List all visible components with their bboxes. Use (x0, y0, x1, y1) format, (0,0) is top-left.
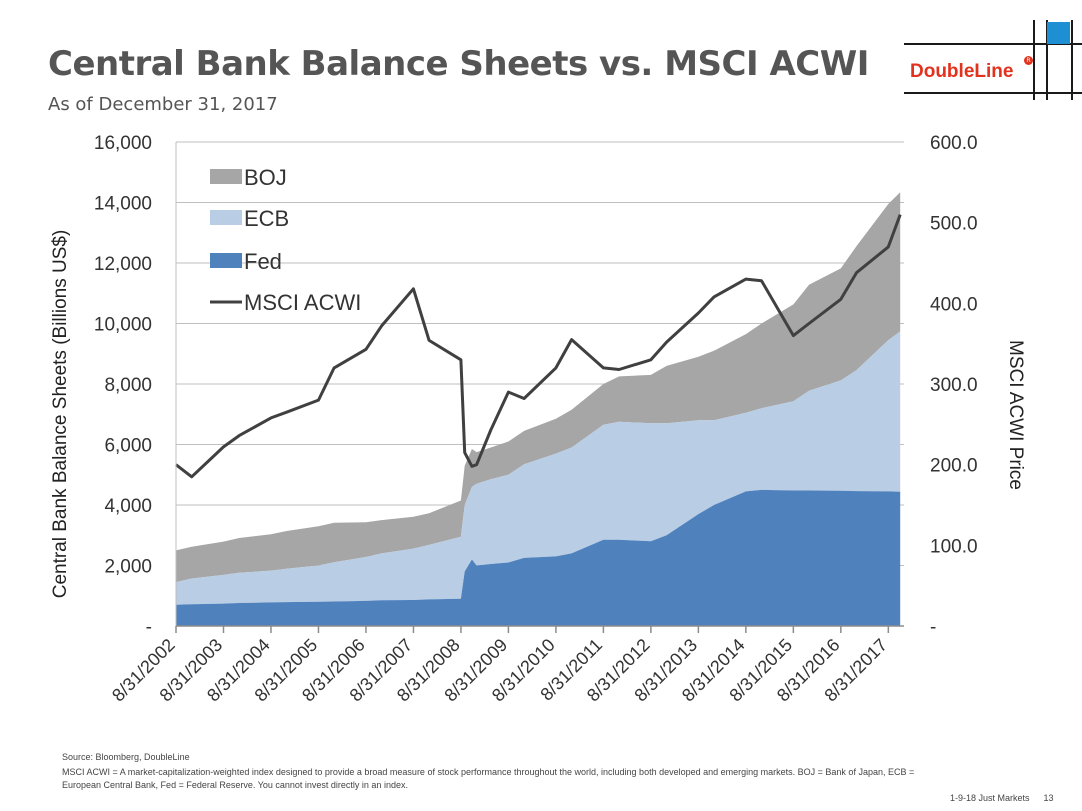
logo-text: DoubleLine (910, 61, 1014, 82)
doubleline-logo (904, 20, 1082, 100)
definition-note: MSCI ACWI = A market-capitalization-weig… (62, 767, 915, 790)
area-boj (176, 192, 901, 583)
y2-tick-label: 100.0 (930, 536, 978, 557)
y2-tick-label: - (930, 617, 936, 638)
source-note: Source: Bloomberg, DoubleLine (62, 752, 190, 762)
line-msci-acwi (175, 214, 902, 479)
y-tick-label: 2,000 (104, 557, 152, 578)
logo-blue-square (1047, 22, 1070, 44)
legend-label: ECB (244, 206, 289, 231)
area-ecb (176, 331, 901, 605)
y2-axis-title: MSCI ACWI Price (1005, 340, 1026, 490)
y-tick-label: 16,000 (94, 133, 152, 154)
y-axis-title: Central Bank Balance Sheets (Billions US… (50, 230, 71, 599)
y-tick-label: 6,000 (104, 436, 152, 457)
legend-label: MSCI ACWI (244, 290, 361, 315)
page-number: 13 (1043, 793, 1054, 803)
y-tick-label: 4,000 (104, 496, 152, 517)
footer-tag: 1-9-18 Just Markets (950, 793, 1030, 803)
legend-swatch (210, 169, 242, 184)
y-tick-label: 12,000 (94, 254, 152, 275)
legend-label: BOJ (244, 165, 287, 190)
y2-tick-label: 300.0 (930, 375, 978, 396)
y-tick-label: 10,000 (94, 315, 152, 336)
page-title: Central Bank Balance Sheets vs. MSCI ACW… (48, 44, 869, 84)
logo-registered-mark: R (1024, 56, 1033, 65)
y2-tick-label: 200.0 (930, 456, 978, 477)
y-tick-label: - (146, 617, 152, 638)
y-tick-label: 8,000 (104, 375, 152, 396)
y2-tick-label: 600.0 (930, 133, 978, 154)
area-fed (176, 489, 901, 626)
page-footer: 1-9-18 Just Markets 13 (950, 793, 1054, 803)
balance-sheet-chart: - 2,000 4,000 6,000 8,000 10,000 12,000 14,000 1… (50, 133, 1026, 705)
legend-swatch (210, 253, 242, 268)
legend-swatch (210, 210, 242, 225)
y2-tick-label: 400.0 (930, 294, 978, 315)
page-subtitle: As of December 31, 2017 (48, 94, 278, 115)
legend-label: Fed (244, 249, 282, 274)
y2-tick-label: 500.0 (930, 214, 978, 235)
y-tick-label: 14,000 (94, 194, 152, 215)
